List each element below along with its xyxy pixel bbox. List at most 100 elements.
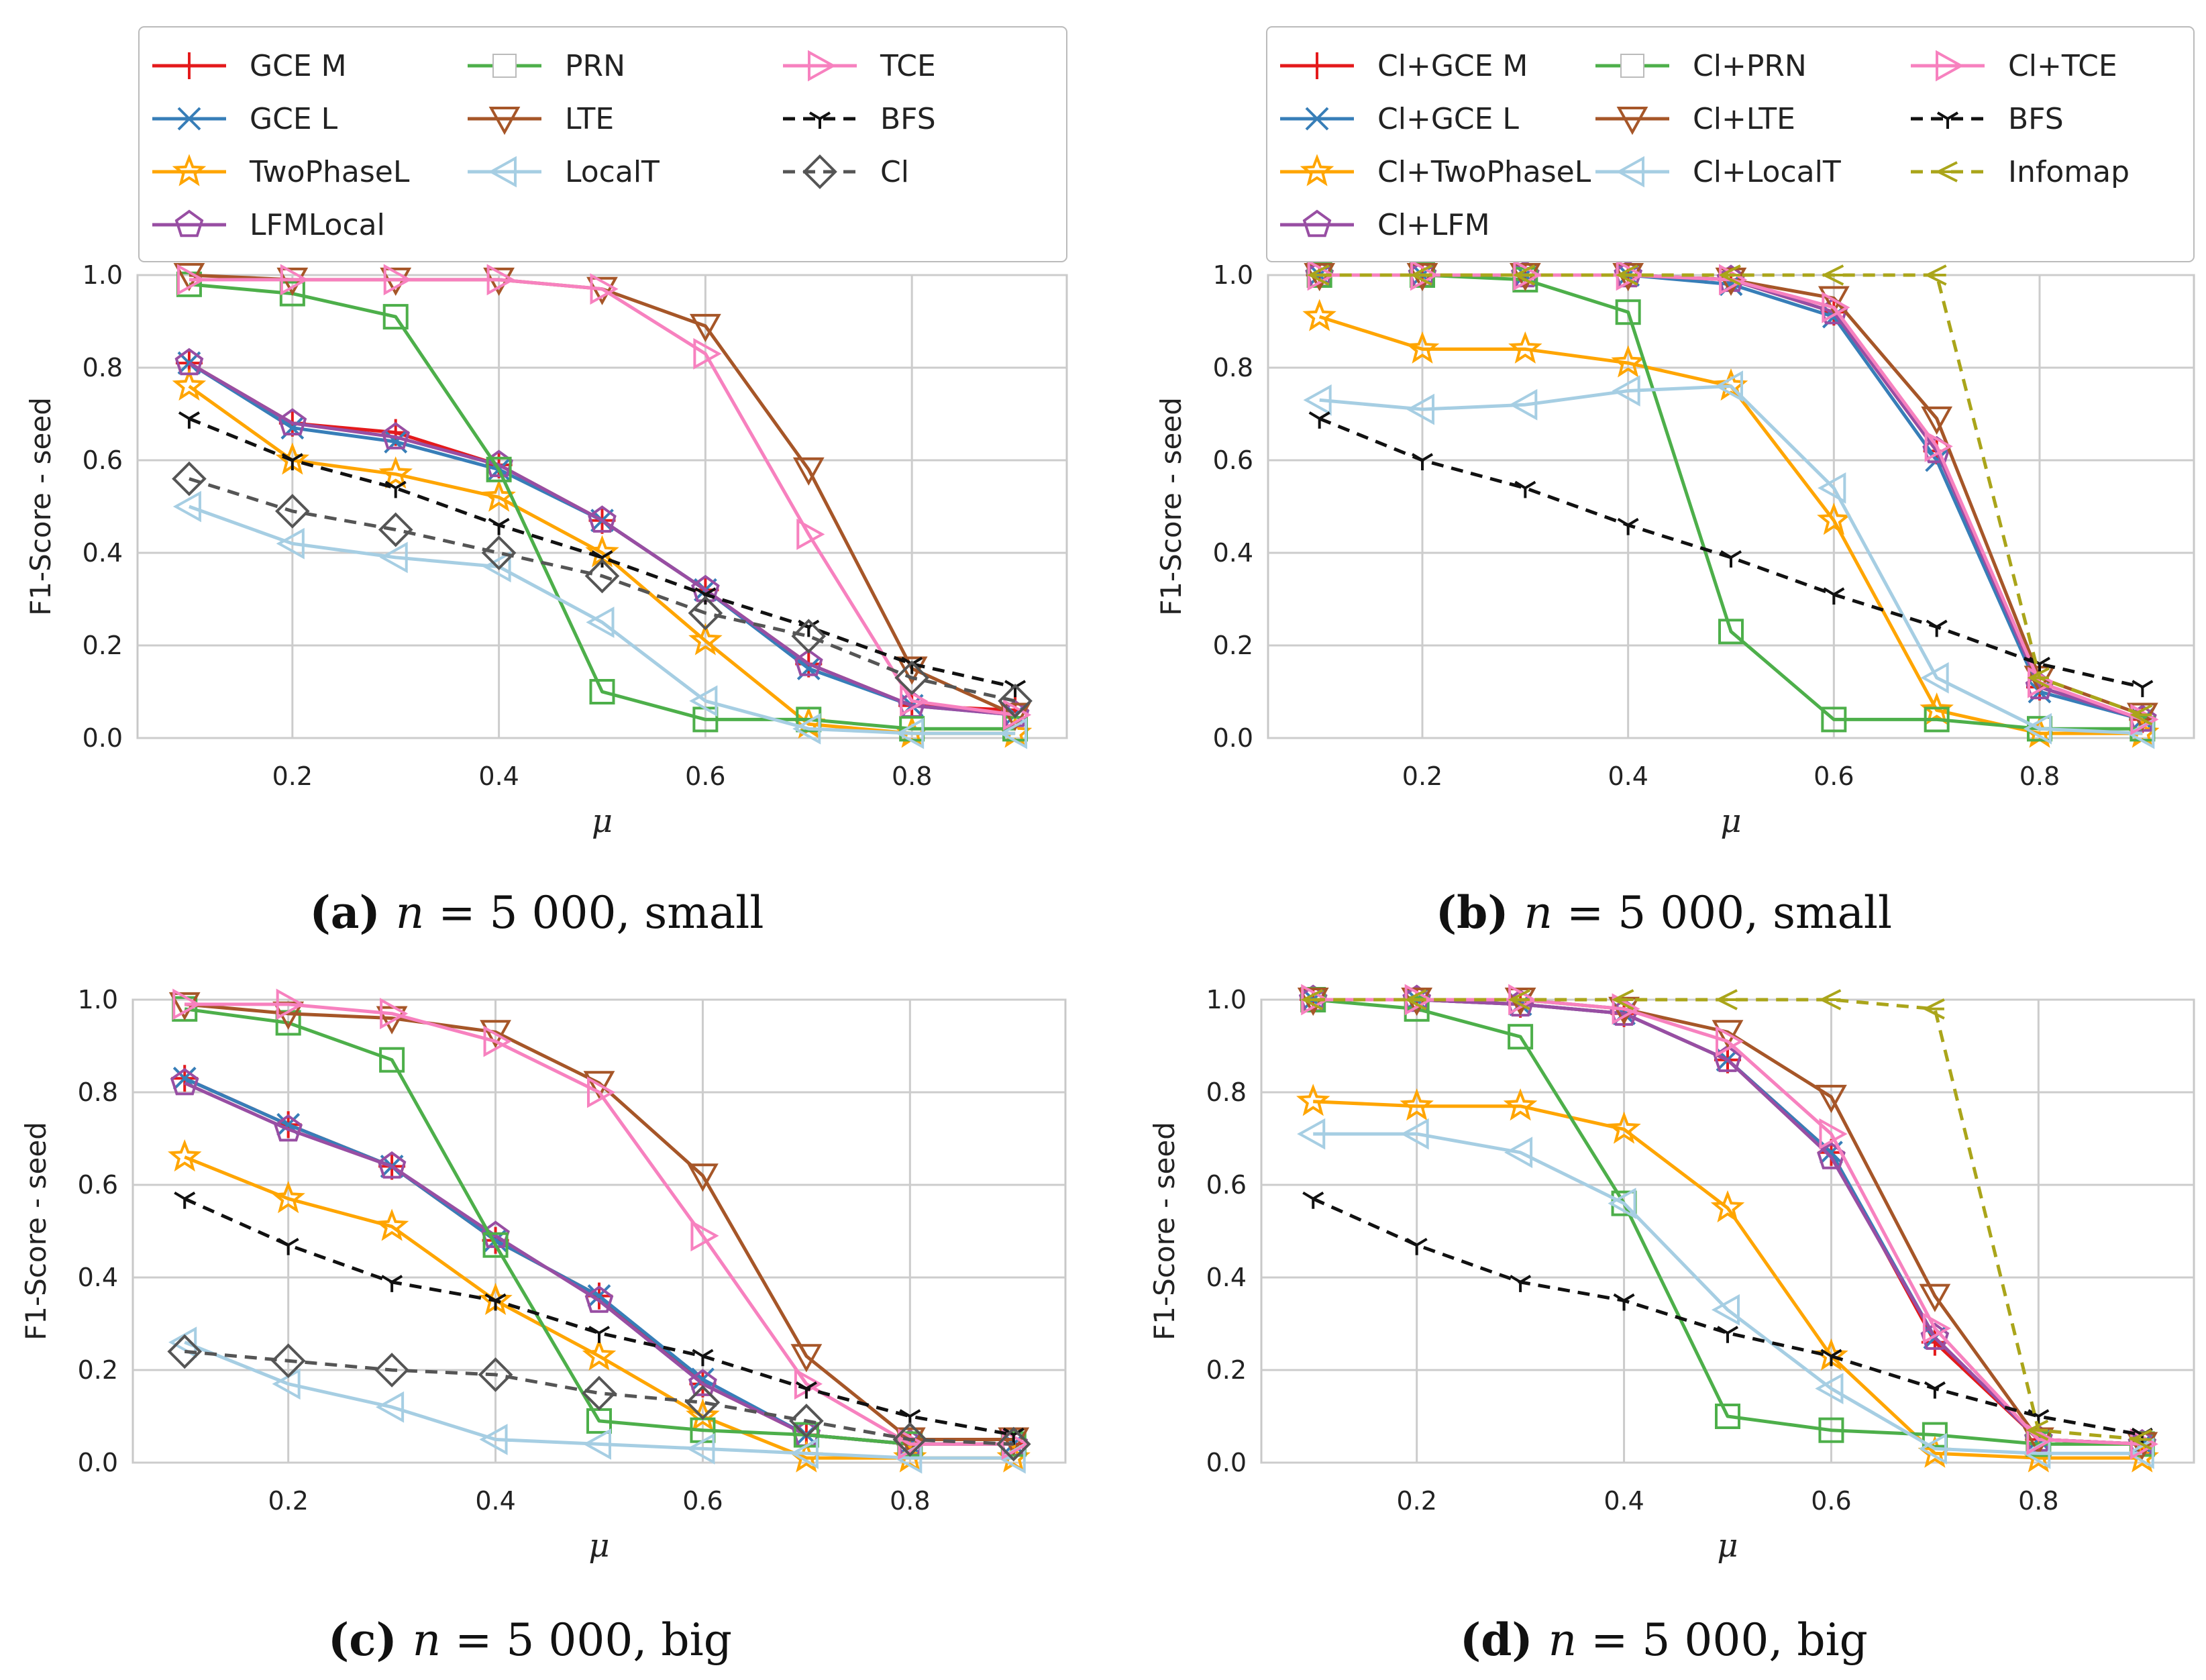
panel-b-legend-marker-cl-lte: [1616, 107, 1648, 136]
panel-c-series-tce-line: [185, 1002, 1014, 1446]
panel-a-legend-label-twophasel: TwoPhaseL: [249, 155, 410, 189]
panel-b-series-infomap-point: [1616, 264, 1638, 286]
panel-b-series-cl-tce-point: [2028, 666, 2056, 698]
panel-d-series-bfs-point: [1924, 1381, 1946, 1399]
panel-d-series-infomap-point: [1404, 989, 1427, 1010]
panel-a-legend-marker-localt: [488, 156, 517, 188]
panel-d-ytick-label: 0.0: [1206, 1448, 1247, 1477]
panel-b-legend-marker-cl-gce-l: [1305, 107, 1329, 131]
panel-b-series-cl-localt-point: [1920, 662, 1949, 694]
panel-a-ytick-label: 0.2: [83, 631, 123, 660]
panel-d-caption: (d) n = 5 000, big: [1460, 1614, 1868, 1666]
panel-b-series-cl-prn-point: [1718, 619, 1744, 645]
panel-c-series-lfmlocal-point: [377, 1151, 407, 1179]
panel-d-series-cl-tce-point: [1612, 993, 1640, 1025]
panel-b-legend-marker-bfs: [1936, 111, 1959, 129]
panel-b-series-cl-tce-point: [1822, 291, 1850, 323]
panel-d-series-bfs-point: [1613, 1293, 1635, 1311]
panel-d-ytick-label: 1.0: [1206, 985, 1247, 1014]
panel-b-series-infomap-point: [1512, 264, 1536, 286]
panel-c-xtick-label: 0.2: [268, 1486, 308, 1516]
panel-a-ytick-label: 1.0: [83, 260, 123, 290]
panel-b-legend-frame: [1266, 26, 2195, 262]
panel-b-legend-marker-cl-prn: [1620, 54, 1644, 78]
panel-b-legend-label-infomap: Infomap: [2008, 155, 2130, 189]
panel-b-series-infomap-point: [2027, 667, 2050, 689]
panel-c-series-bfs-point: [795, 1381, 817, 1399]
panel-a-series-localt-point: [586, 607, 615, 638]
panel-a-xtick-label: 0.2: [272, 762, 313, 791]
panel-a: 0.0 0.2 0.4 0.6 0.8 1.0 0.2 0.4 0.6 0.8 F1-Score -…: [24, 26, 1068, 939]
panel-c-series-bfs-point: [588, 1326, 611, 1343]
panel-c-series-lfmlocal-point: [274, 1114, 303, 1142]
panel-a-series-tce-point: [796, 519, 825, 550]
panel-a-series-cl-point: [275, 494, 310, 529]
panel-d-series-bfs-line: [1312, 1197, 2143, 1437]
panel-b-series-cl-localt-line: [1319, 384, 2143, 735]
panel-c-plot-frame: [132, 998, 1067, 1464]
panel-d-series-cl-localt-point: [1504, 1137, 1533, 1169]
panel-b-series-infomap-point: [1718, 264, 1741, 286]
panel-d-series-group: [1296, 984, 2159, 1473]
panel-a-series-cl-point: [378, 512, 413, 547]
panel-a-legend-label-bfs: BFS: [880, 102, 936, 136]
panel-d-series-cl-twophasel-point: [1607, 1111, 1641, 1144]
panel-c-xtick-label: 0.6: [682, 1486, 723, 1516]
panel-c-series-bfs-point: [484, 1293, 507, 1311]
panel-d-series-infomap-point: [1612, 989, 1634, 1010]
panel-c-series-localt-point: [375, 1391, 405, 1423]
panel-b-series-cl-localt-point: [2023, 713, 2052, 745]
panel-b-xtick-label: 0.2: [1402, 762, 1442, 791]
panel-a-series-tce-point: [486, 264, 515, 296]
panel-b-series-cl-prn-point: [1821, 706, 1847, 733]
panel-c-series-cl-point: [478, 1357, 513, 1392]
panel-a-series-lfmlocal-point: [381, 422, 411, 450]
panel-c-series-localt-point: [479, 1424, 508, 1455]
panel-a-series-localt-point: [896, 717, 925, 749]
panel-c-series-cl-point: [374, 1353, 409, 1387]
panel-a-series-group: [172, 263, 1033, 749]
panel-d-series-cl-lte-point: [1712, 1020, 1744, 1049]
panel-d-series-infomap-point: [1922, 998, 1945, 1020]
panel-b-legend-label-cl-twophasel: Cl+TwoPhaseL: [1377, 155, 1591, 189]
panel-d-ytick-label: 0.2: [1206, 1355, 1247, 1385]
panel-c-series-twophasel-point: [582, 1338, 617, 1371]
panel-d-xtick-label: 0.8: [2018, 1486, 2058, 1516]
panel-c-series-twophasel-point: [374, 1208, 409, 1241]
panel-c-series-bfs-point: [692, 1349, 714, 1367]
panel-d-series-cl-localt-point: [1400, 1118, 1429, 1150]
panel-d-series-cl-lte-point: [1919, 1283, 1951, 1312]
panel-c-series-tce-point: [276, 988, 305, 1020]
panel-a-series-cl-line: [189, 477, 1016, 703]
panel-d-series-bfs-point: [1406, 1237, 1428, 1255]
panel-c-ylabel: F1-Score - seed: [19, 1122, 52, 1341]
panel-a-ytick-label: 0.8: [83, 353, 123, 382]
panel-b-ytick-label: 0.4: [1213, 538, 1253, 568]
panel-b-legend-marker-cl-tce: [1936, 50, 1964, 82]
panel-b-legend-marker-infomap: [1935, 161, 1958, 182]
panel-a-series-tce-point: [590, 273, 619, 305]
panel-c: 0.0 0.2 0.4 0.6 0.8 1.0 0.2 0.4 0.6 0.8 F1-Score -…: [19, 985, 1067, 1666]
panel-a-series-tce-point: [1003, 699, 1032, 731]
panel-c-series-lfmlocal-point: [688, 1369, 717, 1396]
panel-a-series-cl-point: [172, 461, 207, 496]
panel-a-legend-marker-prn: [492, 54, 517, 78]
panel-c-series-localt-line: [184, 1341, 1014, 1460]
panel-a-series-prn-point: [589, 679, 615, 704]
panel-a-xtick-label: 0.4: [478, 762, 519, 791]
panel-d-series-cl-tce-point: [2130, 1428, 2158, 1460]
panel-c-series-twophasel-point: [271, 1181, 305, 1214]
panel-b-series-bfs-point: [1514, 480, 1536, 498]
panel-b-series-infomap-point: [1307, 264, 1330, 286]
panel-b-legend-label-cl-prn: Cl+PRN: [1693, 49, 1807, 83]
panel-b-series-cl-twophasel-point: [1611, 345, 1645, 378]
panel-d-series-bfs-point: [1820, 1349, 1842, 1367]
panel-d-series-cl-twophasel-point: [1400, 1088, 1434, 1121]
panel-a-series-localt-point: [482, 551, 511, 583]
panel-c-series-localt-point: [272, 1368, 301, 1400]
panel-c-ytick-label: 0.0: [78, 1448, 118, 1477]
panel-b-ytick-label: 0.6: [1213, 445, 1253, 475]
panel-d-series-cl-localt-point: [1711, 1294, 1740, 1326]
panel-d-series-cl-tce-point: [1716, 1025, 1744, 1057]
panel-c-series-cl-point: [270, 1343, 306, 1379]
